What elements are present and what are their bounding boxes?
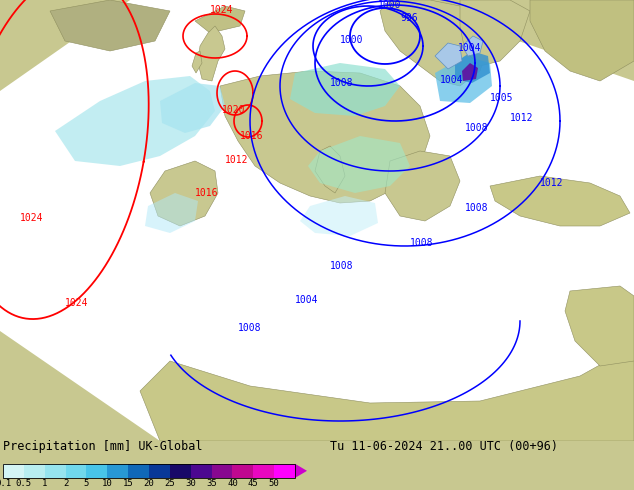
Polygon shape xyxy=(385,151,460,221)
Text: 10: 10 xyxy=(102,479,113,488)
Text: 1004: 1004 xyxy=(295,295,318,305)
Polygon shape xyxy=(0,0,634,441)
Bar xyxy=(86,464,107,478)
Polygon shape xyxy=(192,51,202,73)
Polygon shape xyxy=(55,76,215,166)
Text: 1000: 1000 xyxy=(378,0,401,10)
Text: 1016: 1016 xyxy=(240,131,264,141)
Bar xyxy=(254,464,274,478)
Polygon shape xyxy=(220,71,430,203)
Polygon shape xyxy=(435,43,462,69)
Text: 20: 20 xyxy=(144,479,154,488)
Text: 1005: 1005 xyxy=(490,93,514,103)
Polygon shape xyxy=(462,36,483,56)
Text: 0.5: 0.5 xyxy=(16,479,32,488)
Text: 1024: 1024 xyxy=(20,213,44,223)
Text: 15: 15 xyxy=(123,479,134,488)
Polygon shape xyxy=(490,176,630,226)
Text: Tu 11-06-2024 21..00 UTC (00+96): Tu 11-06-2024 21..00 UTC (00+96) xyxy=(330,440,558,453)
Polygon shape xyxy=(145,193,198,233)
Polygon shape xyxy=(308,136,410,193)
Text: 1008: 1008 xyxy=(465,123,489,133)
Polygon shape xyxy=(565,286,634,366)
Text: 1004: 1004 xyxy=(440,75,463,85)
Text: 30: 30 xyxy=(185,479,196,488)
Bar xyxy=(212,464,233,478)
Polygon shape xyxy=(160,83,225,133)
Text: 35: 35 xyxy=(206,479,217,488)
Bar xyxy=(274,464,295,478)
Bar xyxy=(170,464,191,478)
Text: 1000: 1000 xyxy=(340,35,363,45)
Polygon shape xyxy=(140,346,634,441)
Bar xyxy=(65,464,86,478)
Text: 40: 40 xyxy=(227,479,238,488)
Bar xyxy=(107,464,128,478)
Text: 50: 50 xyxy=(269,479,280,488)
Text: 1008: 1008 xyxy=(330,261,354,271)
Polygon shape xyxy=(50,0,170,51)
Text: 0.1: 0.1 xyxy=(0,479,11,488)
Polygon shape xyxy=(530,0,634,81)
Polygon shape xyxy=(195,6,245,33)
Text: 1008: 1008 xyxy=(330,78,354,88)
Bar xyxy=(45,464,65,478)
Bar xyxy=(149,464,170,478)
Text: 2: 2 xyxy=(63,479,68,488)
Text: 1012: 1012 xyxy=(225,155,249,165)
Polygon shape xyxy=(455,51,490,83)
Text: 1004: 1004 xyxy=(458,43,481,53)
Polygon shape xyxy=(198,26,225,81)
Text: 996: 996 xyxy=(400,13,418,23)
Polygon shape xyxy=(150,161,218,226)
Text: 1024: 1024 xyxy=(65,298,89,308)
Text: 1012: 1012 xyxy=(540,178,564,188)
Bar xyxy=(191,464,212,478)
Polygon shape xyxy=(295,464,307,478)
Text: 1016: 1016 xyxy=(195,188,219,198)
Bar xyxy=(24,464,45,478)
Text: 1024: 1024 xyxy=(210,5,233,15)
Text: 1008: 1008 xyxy=(238,323,261,333)
Polygon shape xyxy=(300,196,378,236)
Polygon shape xyxy=(380,0,490,86)
Polygon shape xyxy=(460,0,530,66)
Polygon shape xyxy=(462,63,478,81)
Text: Precipitation [mm] UK-Global: Precipitation [mm] UK-Global xyxy=(3,440,202,453)
Text: 1012: 1012 xyxy=(510,113,533,123)
Text: 45: 45 xyxy=(248,479,259,488)
Polygon shape xyxy=(290,63,400,116)
Bar xyxy=(3,464,24,478)
Polygon shape xyxy=(315,146,345,193)
Bar xyxy=(233,464,254,478)
Text: 5: 5 xyxy=(84,479,89,488)
Text: 1008: 1008 xyxy=(465,203,489,213)
Text: 1: 1 xyxy=(42,479,48,488)
Polygon shape xyxy=(435,56,492,103)
Bar xyxy=(3,464,295,478)
Text: 1020: 1020 xyxy=(222,105,245,115)
Text: 1008: 1008 xyxy=(410,238,434,248)
Bar xyxy=(128,464,149,478)
Text: 25: 25 xyxy=(164,479,175,488)
